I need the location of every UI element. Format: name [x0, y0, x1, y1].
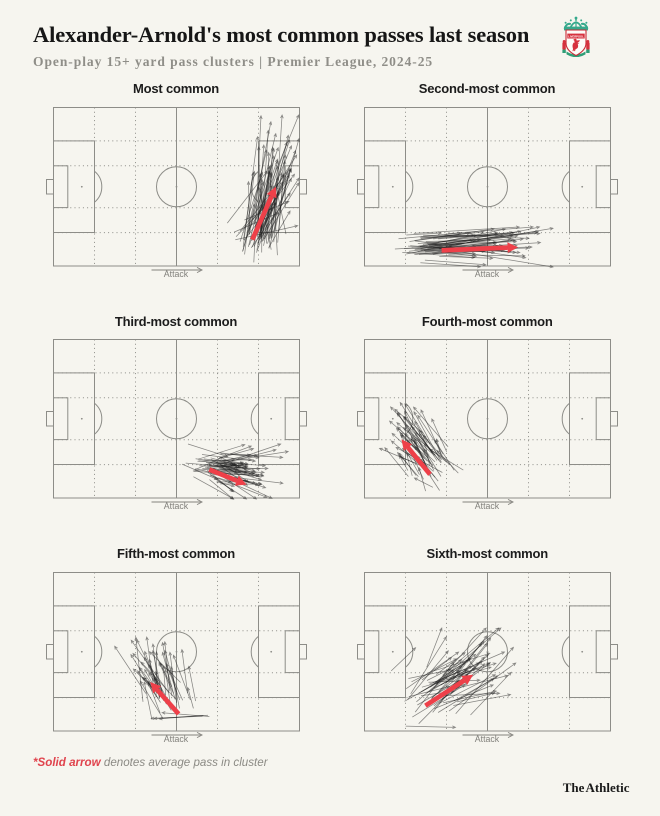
svg-text:Attack: Attack	[474, 269, 499, 279]
svg-text:LIVERPOOL: LIVERPOOL	[568, 35, 584, 39]
svg-text:Attack: Attack	[163, 501, 188, 511]
svg-text:Attack: Attack	[474, 734, 499, 744]
svg-text:Attack: Attack	[163, 734, 188, 744]
svg-text:Attack: Attack	[474, 501, 499, 511]
svg-text:Attack: Attack	[163, 269, 188, 279]
